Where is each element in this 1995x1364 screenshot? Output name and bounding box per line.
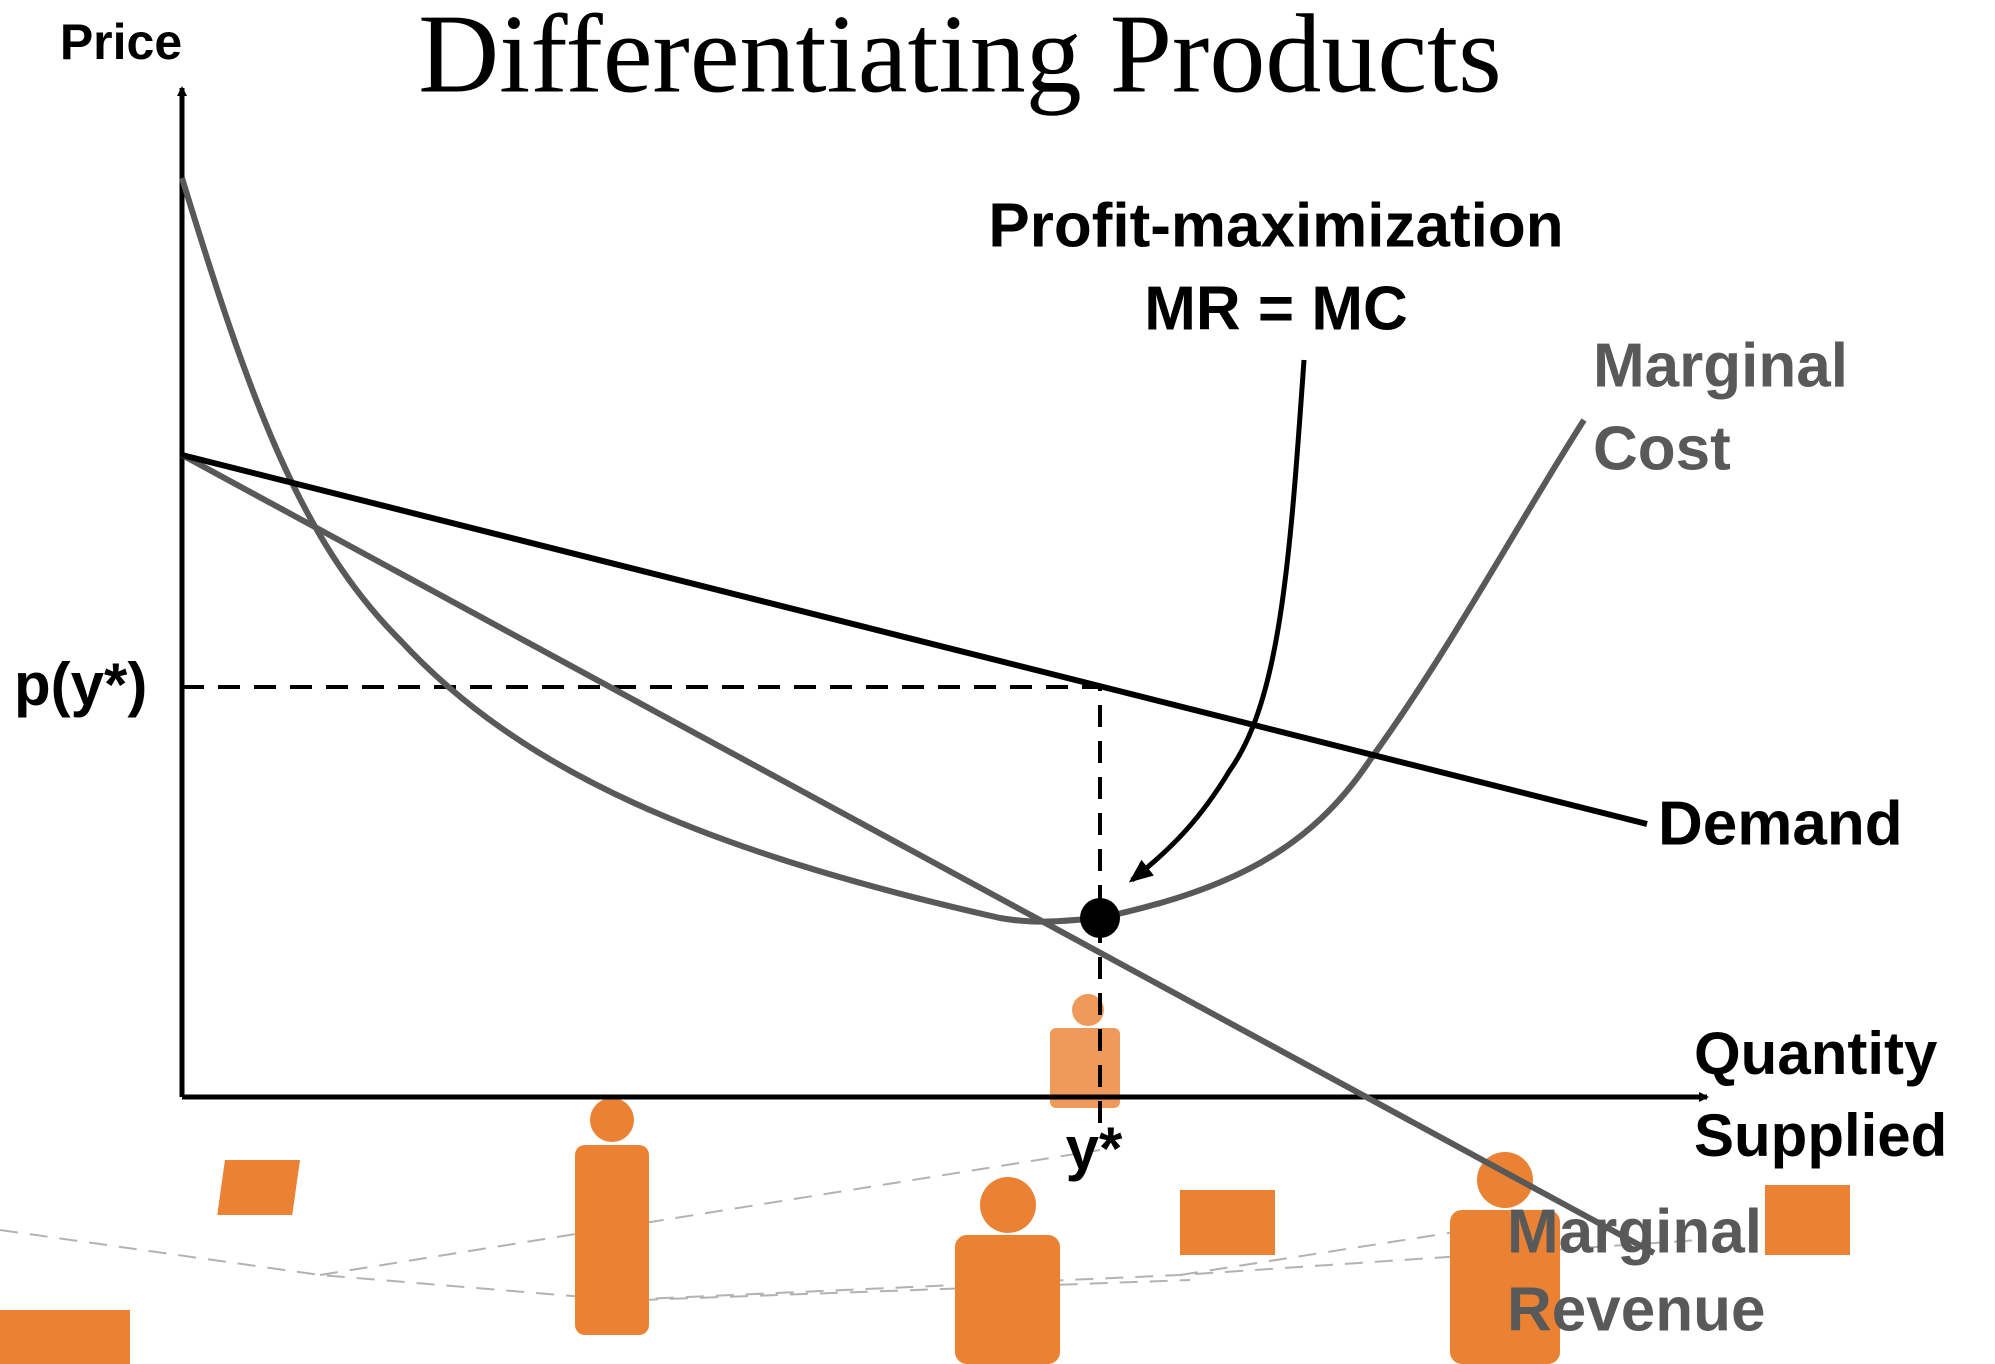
- curve-label: Revenue: [1507, 1275, 1765, 1344]
- curve-label: Demand: [1658, 789, 1903, 858]
- curve-label: Marginal: [1507, 1197, 1762, 1266]
- annotation: MR = MC: [1144, 274, 1408, 343]
- quantity-tick: y*: [1066, 1115, 1123, 1182]
- equilibrium-point: [1080, 898, 1120, 938]
- price-tick: p(y*): [14, 651, 147, 718]
- x-axis-label: Supplied: [1694, 1102, 1947, 1169]
- marginal-revenue-curve: [180, 452, 1656, 1256]
- y-axis-label: Price: [60, 14, 182, 70]
- demand-curve: [181, 452, 1648, 827]
- curve-label: Marginal: [1593, 331, 1848, 400]
- curve-label: Cost: [1593, 414, 1731, 483]
- title: Differentiating Products: [418, 0, 1501, 117]
- x-axis-label: Quantity: [1694, 1020, 1938, 1087]
- annotation: Profit-maximization: [988, 191, 1563, 260]
- decoration: [0, 994, 1850, 1364]
- annotation-arrow: [1128, 359, 1307, 883]
- marginal-cost-curve: [179, 177, 1587, 925]
